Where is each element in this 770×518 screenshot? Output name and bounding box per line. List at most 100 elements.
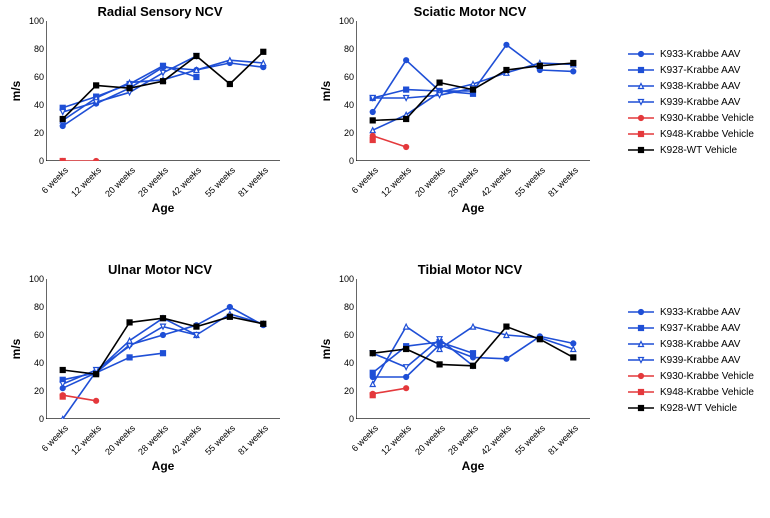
x-tick-label: 42 weeks <box>480 423 514 457</box>
x-tick-label: 42 weeks <box>170 165 204 199</box>
panel-3: Tibial Motor NCVm/s0204060801006 weeks12… <box>318 262 622 514</box>
y-tick-label: 0 <box>328 156 354 166</box>
x-axis-label: Age <box>46 201 280 215</box>
y-tick-label: 80 <box>328 302 354 312</box>
legend-item: K948-Krabbe Vehicle <box>626 384 766 400</box>
x-tick-label: 12 weeks <box>379 423 413 457</box>
legend-marker-icon <box>626 79 656 93</box>
figure-root: { "layout": { "figure_width": 770, "figu… <box>0 0 770 518</box>
y-tick-label: 60 <box>328 330 354 340</box>
legend-label: K937-Krabbe AAV <box>660 323 740 334</box>
panel-title: Radial Sensory NCV <box>8 4 312 19</box>
y-tick-label: 80 <box>18 44 44 54</box>
legend-item: K928-WT Vehicle <box>626 142 766 158</box>
panel-title: Sciatic Motor NCV <box>318 4 622 19</box>
legend-label: K933-Krabbe AAV <box>660 307 740 318</box>
legend-marker-icon <box>626 401 656 415</box>
legend-0: K933-Krabbe AAV K937-Krabbe AAV K938-Krabb… <box>626 46 766 158</box>
legend-label: K933-Krabbe AAV <box>660 49 740 60</box>
x-tick-label: 20 weeks <box>103 423 137 457</box>
legend-label: K930-Krabbe Vehicle <box>660 113 754 124</box>
y-ticks: 020406080100 <box>18 21 44 161</box>
y-tick-label: 40 <box>18 358 44 368</box>
x-ticks: 6 weeks12 weeks20 weeks28 weeks42 weeks5… <box>46 161 280 195</box>
legend-item: K933-Krabbe AAV <box>626 304 766 320</box>
legend-label: K928-WT Vehicle <box>660 145 737 156</box>
y-tick-label: 80 <box>328 44 354 54</box>
legend-marker-icon <box>626 143 656 157</box>
legend-label: K939-Krabbe AAV <box>660 355 740 366</box>
y-tick-label: 20 <box>18 386 44 396</box>
legend-item: K938-Krabbe AAV <box>626 336 766 352</box>
legend-item: K938-Krabbe AAV <box>626 78 766 94</box>
y-tick-label: 40 <box>328 100 354 110</box>
chart-svg <box>356 279 590 419</box>
x-ticks: 6 weeks12 weeks20 weeks28 weeks42 weeks5… <box>46 419 280 453</box>
legend-label: K948-Krabbe Vehicle <box>660 387 754 398</box>
plot-area: m/s020406080100 <box>46 21 280 161</box>
y-tick-label: 60 <box>18 330 44 340</box>
legend-item: K930-Krabbe Vehicle <box>626 110 766 126</box>
x-axis-label: Age <box>356 459 590 473</box>
x-tick-label: 20 weeks <box>413 423 447 457</box>
x-tick-label: 20 weeks <box>103 165 137 199</box>
legend-item: K948-Krabbe Vehicle <box>626 126 766 142</box>
x-tick-label: 6 weeks <box>349 423 379 453</box>
panel-title: Ulnar Motor NCV <box>8 262 312 277</box>
y-tick-label: 60 <box>18 72 44 82</box>
panel-2: Ulnar Motor NCV m/s0204060801006 weeks12 … <box>8 262 312 514</box>
x-axis-label: Age <box>46 459 280 473</box>
legend-marker-icon <box>626 305 656 319</box>
x-ticks: 6 weeks12 weeks20 weeks28 weeks42 weeks5… <box>356 419 590 453</box>
legend-marker-icon <box>626 369 656 383</box>
legend-label: K937-Krabbe AAV <box>660 65 740 76</box>
x-axis-label: Age <box>356 201 590 215</box>
legend-marker-icon <box>626 337 656 351</box>
legend-marker-icon <box>626 95 656 109</box>
x-tick-label: 28 weeks <box>446 165 480 199</box>
y-tick-label: 100 <box>328 16 354 26</box>
legend-label: K938-Krabbe AAV <box>660 81 740 92</box>
x-tick-label: 55 weeks <box>203 423 237 457</box>
panel-0: Radial Sensory NCV m/s0204060801006 weeks… <box>8 4 312 256</box>
x-tick-label: 20 weeks <box>413 165 447 199</box>
chart-svg <box>46 21 280 161</box>
x-tick-label: 6 weeks <box>349 165 379 195</box>
legend-marker-icon <box>626 127 656 141</box>
x-tick-label: 12 weeks <box>379 165 413 199</box>
y-tick-label: 60 <box>328 72 354 82</box>
y-tick-label: 100 <box>18 274 44 284</box>
legend-item: K937-Krabbe AAV <box>626 320 766 336</box>
legend-label: K938-Krabbe AAV <box>660 339 740 350</box>
panels-grid: Radial Sensory NCVm/s0204060801006 weeks… <box>8 4 622 514</box>
y-tick-label: 0 <box>328 414 354 424</box>
panel-1: Sciatic Motor NCVm/s0204060801006 weeks1… <box>318 4 622 256</box>
x-tick-label: 6 weeks <box>39 423 69 453</box>
legend-label: K948-Krabbe Vehicle <box>660 129 754 140</box>
legend-marker-icon <box>626 321 656 335</box>
legend-item: K933-Krabbe AAV <box>626 46 766 62</box>
x-tick-label: 42 weeks <box>480 165 514 199</box>
plot-area: m/s020406080100 <box>46 279 280 419</box>
chart-svg <box>46 279 280 419</box>
legend-marker-icon <box>626 353 656 367</box>
legend-item: K939-Krabbe AAV <box>626 352 766 368</box>
x-tick-label: 28 weeks <box>446 423 480 457</box>
x-tick-label: 55 weeks <box>513 165 547 199</box>
y-ticks: 020406080100 <box>328 21 354 161</box>
x-tick-label: 81 weeks <box>546 423 580 457</box>
legend-marker-icon <box>626 47 656 61</box>
legend-1: K933-Krabbe AAV K937-Krabbe AAV K938-Krabb… <box>626 304 766 416</box>
panel-title: Tibial Motor NCV <box>318 262 622 277</box>
y-tick-label: 100 <box>328 274 354 284</box>
legend-item: K937-Krabbe AAV <box>626 62 766 78</box>
legend-item: K930-Krabbe Vehicle <box>626 368 766 384</box>
legend-label: K930-Krabbe Vehicle <box>660 371 754 382</box>
x-tick-label: 81 weeks <box>546 165 580 199</box>
x-tick-label: 81 weeks <box>236 165 270 199</box>
y-ticks: 020406080100 <box>18 279 44 419</box>
y-tick-label: 80 <box>18 302 44 312</box>
legend-label: K928-WT Vehicle <box>660 403 737 414</box>
legend-marker-icon <box>626 63 656 77</box>
x-tick-label: 42 weeks <box>170 423 204 457</box>
